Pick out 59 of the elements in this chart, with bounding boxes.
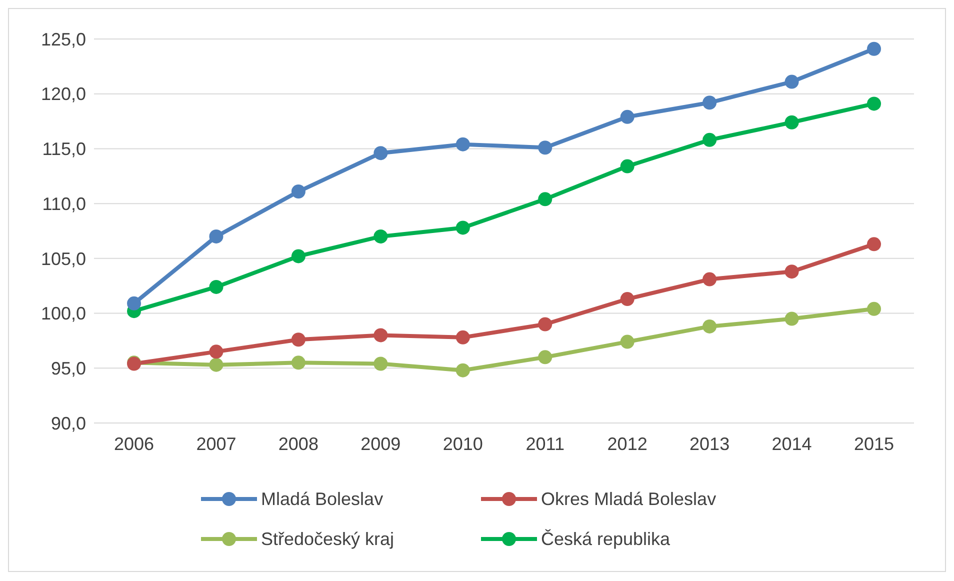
point — [702, 132, 717, 147]
point — [784, 312, 799, 326]
point — [867, 96, 881, 111]
point — [867, 42, 881, 56]
legend-label: Středočeský kraj — [261, 528, 394, 550]
x-tick-label: 2012 — [607, 434, 648, 454]
y-tick-label: 120,0 — [40, 84, 86, 104]
legend-label: Okres Mladá Boleslav — [541, 488, 716, 510]
point — [209, 280, 224, 294]
y-tick-label: 105,0 — [40, 248, 86, 269]
point — [702, 96, 717, 110]
legend-label: Mladá Boleslav — [261, 488, 384, 510]
y-tick-label: 115,0 — [42, 139, 86, 160]
point — [209, 344, 224, 359]
legend-label: Česká republika — [541, 528, 670, 550]
y-tick-label: 90,0 — [50, 413, 86, 434]
point — [867, 302, 881, 316]
point — [702, 272, 717, 286]
point — [209, 229, 224, 244]
point — [620, 334, 634, 349]
point — [867, 237, 881, 252]
x-tick-label: 2009 — [360, 434, 401, 454]
point — [291, 249, 306, 264]
point — [374, 146, 388, 160]
point — [291, 332, 306, 347]
point — [456, 363, 470, 378]
point — [784, 264, 799, 279]
y-tick-label: 100,0 — [40, 304, 86, 324]
point — [291, 184, 306, 199]
x-tick-label: 2014 — [772, 434, 812, 454]
point — [538, 317, 552, 332]
point — [538, 140, 552, 155]
point — [456, 137, 470, 152]
point — [784, 115, 799, 130]
x-tick-label: 2015 — [854, 434, 894, 454]
x-tick-label: 2008 — [278, 434, 318, 454]
point — [209, 358, 224, 372]
x-tick-label: 2013 — [690, 434, 730, 454]
point — [456, 220, 470, 235]
point — [784, 74, 799, 89]
point — [620, 159, 634, 174]
y-tick-label: 110,0 — [42, 194, 86, 214]
x-tick-label: 2007 — [196, 434, 236, 454]
point — [127, 296, 141, 310]
point — [374, 356, 388, 371]
point — [620, 292, 634, 306]
point — [702, 319, 717, 334]
point — [291, 356, 306, 370]
x-tick-label: 2006 — [114, 434, 154, 454]
y-tick-label: 125,0 — [40, 29, 86, 50]
x-tick-label: 2010 — [442, 434, 483, 454]
point — [374, 229, 388, 244]
point — [620, 110, 634, 124]
point — [374, 328, 388, 342]
point — [538, 350, 552, 364]
point — [538, 192, 552, 206]
point — [456, 330, 470, 344]
y-tick-label: 95,0 — [50, 358, 86, 379]
x-tick-label: 2011 — [526, 434, 564, 454]
